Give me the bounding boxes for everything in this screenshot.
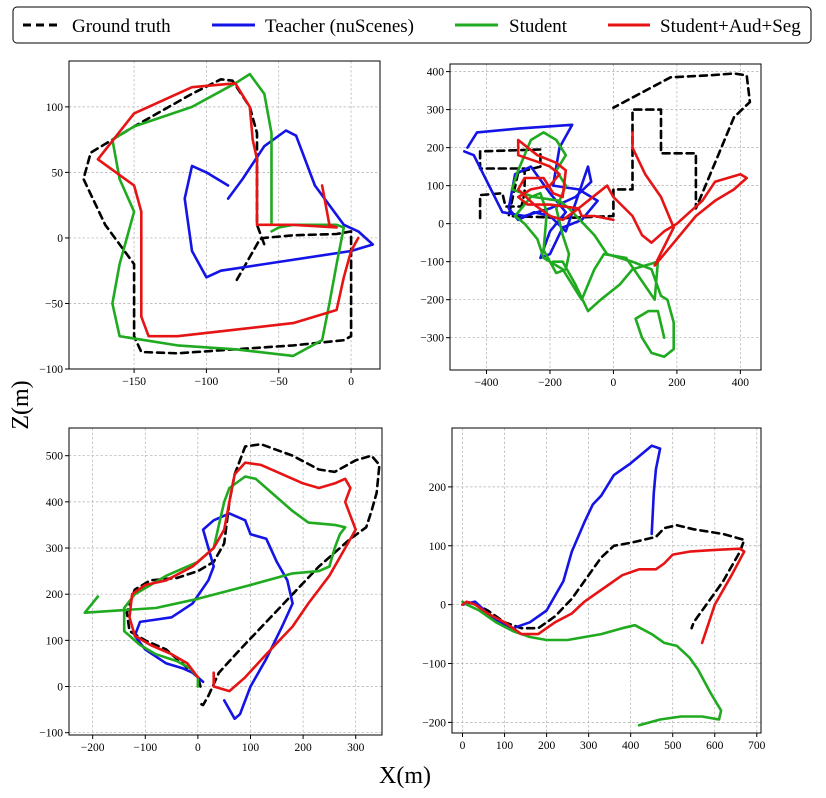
series-line-student: [111, 72, 346, 358]
x-tick-label: 400: [732, 377, 750, 389]
x-tick-label: 100: [496, 740, 514, 752]
series-line-student: [83, 475, 347, 688]
y-tick-label: 0: [57, 682, 63, 694]
series-line-ground-truth: [82, 78, 353, 355]
x-tick-label: 500: [664, 740, 682, 752]
y-tick-label: 0: [440, 600, 446, 612]
series-line-ground-truth: [461, 523, 746, 630]
x-tick-label: −200: [538, 377, 562, 389]
y-tick-label: −100: [422, 659, 446, 671]
y-tick-label: −200: [422, 717, 446, 729]
series-line-teacher-nuscenes: [463, 123, 599, 260]
x-tick-label: 700: [748, 740, 766, 752]
y-tick-label: 0: [438, 219, 444, 231]
y-tick-label: 300: [46, 543, 64, 555]
series-line-student-aud-seg: [516, 131, 748, 267]
panel-bottom-right: 0 100 200 300 400 500 600 700 −200 −100 0 100 200: [422, 427, 766, 752]
y-tick-label: 100: [46, 102, 64, 114]
y-tick-label: −50: [45, 298, 63, 310]
panel-top-right: −400 −200 0 200 400 −300 −200 −100 0 100 200 300 400: [420, 63, 762, 389]
y-tick-label: 500: [46, 451, 64, 463]
y-tick-label: 400: [46, 497, 64, 509]
x-tick-label: 0: [611, 377, 617, 389]
axes-frame: [68, 427, 383, 736]
legend-frame: [12, 6, 812, 44]
legend-label-ground-truth: Ground truth: [72, 16, 171, 37]
plot-area: [82, 72, 375, 358]
y-tick-label: 50: [52, 167, 64, 179]
series-line-student: [510, 131, 675, 358]
legend-label-teacher: Teacher (nuScenes): [265, 16, 414, 37]
legend-label-student: Student: [509, 16, 568, 37]
y-tick-label: −300: [420, 333, 444, 345]
panel-top-left: −150 −100 −50 0 −100 −50 0 50 100: [39, 60, 381, 388]
y-tick-label: −100: [39, 728, 63, 740]
x-tick-label: −100: [195, 376, 219, 388]
x-tick-label: 300: [347, 742, 365, 754]
y-tick-label: 200: [427, 143, 445, 155]
y-tick-label: 400: [427, 67, 445, 79]
y-tick-label: 100: [429, 541, 447, 553]
x-tick-label: 600: [706, 740, 724, 752]
y-tick-label: 300: [427, 105, 445, 117]
x-tick-label: −50: [270, 376, 288, 388]
series-line-teacher-nuscenes: [183, 129, 375, 279]
x-tick-label: 200: [538, 740, 556, 752]
x-tick-label: −400: [475, 377, 499, 389]
series-line-student-aud-seg: [461, 547, 746, 645]
y-tick-label: −200: [420, 295, 444, 307]
x-tick-label: 300: [580, 740, 598, 752]
axes-frame: [451, 427, 762, 734]
plot-area: [463, 72, 752, 358]
y-tick-label: −100: [420, 257, 444, 269]
series-line-student-aud-seg: [96, 82, 360, 338]
x-tick-label: −100: [133, 742, 157, 754]
x-tick-label: 100: [242, 742, 260, 754]
x-tick-label: −150: [122, 376, 146, 388]
series-line-ground-truth: [125, 442, 381, 707]
panel-bottom-left: −200 −100 0 100 200 300 −100 0 100 200 300 400 500: [39, 427, 383, 754]
legend: Ground truth Teacher (nuScenes) Student …: [12, 6, 812, 44]
y-axis-label: Z(m): [8, 380, 34, 429]
y-tick-label: −100: [39, 364, 63, 376]
x-tick-label: 200: [668, 377, 686, 389]
x-tick-label: 0: [460, 740, 466, 752]
legend-label-student-aud-seg: Student+Aud+Seg: [660, 16, 801, 37]
x-tick-label: 0: [195, 742, 201, 754]
y-tick-label: 200: [429, 482, 447, 494]
x-tick-label: 0: [348, 376, 354, 388]
y-tick-label: 200: [46, 589, 64, 601]
y-tick-label: 100: [427, 181, 445, 193]
x-tick-label: 200: [294, 742, 312, 754]
y-tick-label: 100: [46, 635, 64, 647]
y-tick-label: 0: [57, 233, 63, 245]
axes-frame: [449, 63, 762, 371]
series-line-teacher-nuscenes: [461, 444, 662, 630]
x-tick-label: −200: [81, 742, 105, 754]
x-tick-label: 400: [622, 740, 640, 752]
x-axis-label: X(m): [379, 763, 431, 789]
plot-area: [83, 442, 381, 721]
axes-frame: [68, 60, 381, 370]
series-line-teacher-nuscenes: [133, 512, 294, 721]
series-line-student: [461, 600, 723, 727]
plot-area: [461, 444, 746, 727]
series-line-student-aud-seg: [128, 461, 357, 693]
